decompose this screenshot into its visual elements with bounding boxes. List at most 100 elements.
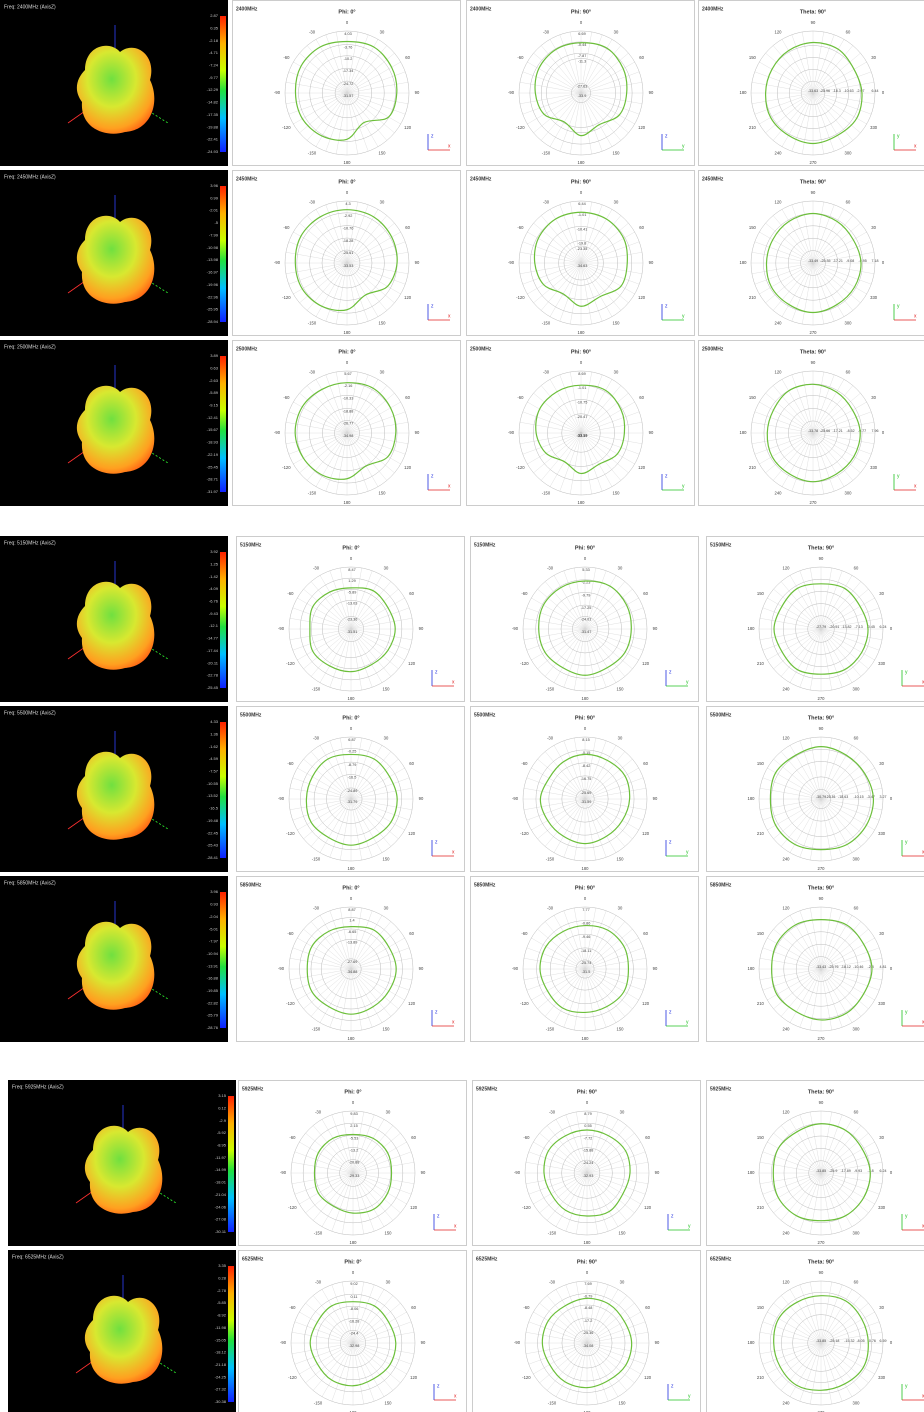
spoke (580, 61, 635, 94)
spoke (765, 262, 814, 304)
ring (340, 1330, 366, 1356)
angle-label: 30 (879, 931, 884, 936)
spoke (762, 607, 822, 630)
spoke (576, 1281, 588, 1344)
spoke (584, 745, 617, 800)
spoke (293, 231, 348, 264)
spoke (340, 567, 352, 630)
icon-label: x (454, 1223, 457, 1229)
angle-label: 120 (410, 1205, 418, 1210)
ring (758, 566, 884, 692)
angle-label: 90 (415, 90, 420, 95)
spoke (765, 222, 814, 264)
spoke (754, 262, 814, 285)
colorbar-label: -4.09 (209, 586, 219, 591)
ring (536, 1122, 638, 1224)
icon-label: x (448, 483, 451, 489)
spoke (526, 798, 586, 821)
spoke (346, 34, 369, 94)
heading: Freq: 2400MHz (AxisZ) (4, 4, 56, 10)
colorbar-label: 0.12 (218, 1105, 227, 1110)
ring-label: -34.88 (347, 970, 358, 974)
spoke (586, 1342, 635, 1384)
angle-label: -30 (309, 369, 316, 374)
spoke (342, 1342, 354, 1405)
spoke (812, 432, 875, 444)
angle-label: 210 (757, 831, 765, 836)
angle-label: -120 (520, 831, 529, 836)
ring (800, 80, 826, 106)
ring-label: -13.89 (347, 940, 358, 944)
spoke (580, 52, 629, 94)
spoke (584, 740, 607, 800)
colorbar-label: -5.89 (209, 390, 219, 395)
angle-label: 150 (379, 321, 387, 326)
angle-label: 150 (613, 321, 621, 326)
spoke (533, 262, 582, 304)
spoke (350, 737, 362, 800)
ring-label: -25.9 (829, 1169, 837, 1173)
spoke (584, 628, 607, 688)
ring-label: -0.76 (868, 1339, 876, 1343)
angle-label: 240 (783, 1231, 791, 1236)
colorbar-label: -13.91 (207, 963, 219, 968)
spoke (820, 937, 875, 970)
ring-label: -33.43 (816, 965, 826, 969)
spoke (751, 92, 814, 104)
ring (750, 200, 876, 326)
spoke (319, 798, 352, 853)
spoke (519, 432, 582, 444)
ring (284, 200, 410, 326)
spoke (586, 1342, 598, 1405)
spoke (767, 798, 822, 831)
ring (529, 41, 633, 145)
ring-label: -18.63 (838, 795, 848, 799)
angle-label: 300 (845, 151, 853, 156)
spoke (773, 628, 822, 670)
spoke (527, 432, 582, 465)
colorbar-label: -15.67 (207, 427, 219, 432)
spoke (767, 937, 822, 970)
angle-label: -150 (308, 151, 317, 156)
spoke (305, 1302, 354, 1344)
spoke (531, 597, 586, 630)
spoke (544, 968, 586, 1017)
spoke (350, 798, 399, 840)
ring (535, 579, 635, 679)
angle-label: -150 (548, 1401, 557, 1406)
spoke (781, 379, 814, 434)
colorbar-label: -5.01 (209, 926, 219, 931)
spoke (773, 588, 822, 630)
spoke (310, 751, 352, 800)
ring (535, 749, 635, 849)
spoke (580, 92, 622, 141)
angle-label: 330 (870, 465, 878, 470)
spoke (315, 432, 348, 487)
spoke (352, 1172, 401, 1214)
ring-label: -11.3 (578, 59, 586, 63)
spoke (537, 968, 586, 1010)
spoke (759, 92, 814, 125)
spoke (584, 968, 633, 1010)
spoke (525, 1342, 588, 1354)
icon-label: z (665, 473, 668, 479)
spoke (812, 34, 835, 94)
icon-label: z (669, 839, 672, 845)
icon-label: x (922, 1393, 924, 1399)
axis-y (114, 429, 169, 464)
icon-label: z (669, 1009, 672, 1015)
spoke (549, 262, 582, 317)
spoke (299, 222, 348, 264)
spoke (346, 92, 406, 115)
spoke (312, 1295, 354, 1344)
spoke (584, 607, 644, 630)
spoke (812, 379, 845, 434)
spoke (519, 252, 582, 264)
spoke (297, 597, 352, 630)
spoke (544, 581, 586, 630)
heading: Freq: 2500MHz (AxisZ) (4, 344, 56, 350)
spoke (586, 1342, 641, 1375)
angle-label: -90 (514, 1170, 521, 1175)
ring (808, 956, 834, 982)
spoke (346, 262, 395, 304)
